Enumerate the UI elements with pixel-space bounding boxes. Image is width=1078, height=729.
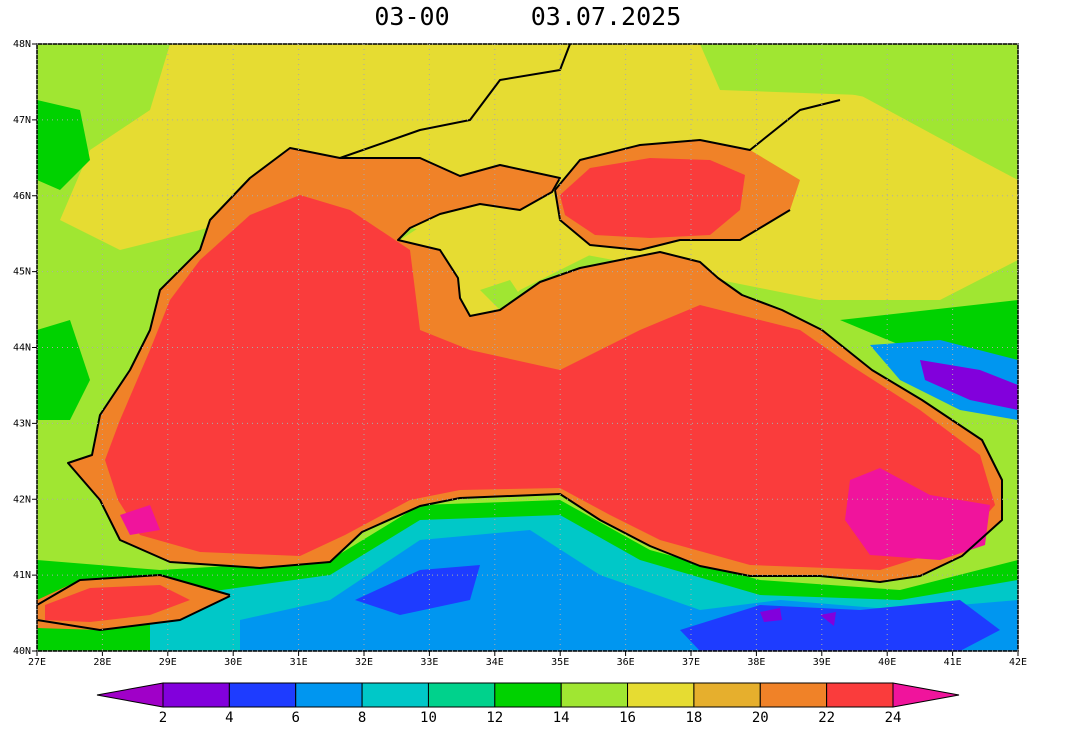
lat-tick-label: 42N: [13, 494, 31, 505]
lon-tick-label: 36E: [617, 657, 635, 668]
field-patch: [920, 360, 1018, 410]
colorbar: 2 4 6 8 10 12 14 16 18 20 22 24: [96, 682, 960, 726]
lat-tick-label: 41N: [13, 570, 31, 581]
colorbar-label: 10: [420, 710, 437, 726]
lat-tick-label: 46N: [13, 191, 31, 202]
colorbar-box: [693, 682, 761, 708]
lat-tick-label: 40N: [13, 646, 31, 657]
time-label: 03-00: [374, 2, 449, 31]
field-patch: [37, 100, 90, 190]
colorbar-arrow-low: [96, 682, 164, 708]
axes: 27E 28E 29E 30E 31E 32E 33E 34E 35E 36E 37E 38E 39E 4…: [13, 39, 1027, 668]
lat-tick-label: 44N: [13, 343, 31, 354]
colorbar-label: 14: [553, 710, 570, 726]
field-patch: [720, 44, 1018, 150]
sea-hot: [120, 468, 990, 560]
colorbar-box: [826, 682, 894, 708]
crimea: [400, 195, 600, 316]
colorbar-label: 20: [752, 710, 769, 726]
lon-tick-label: 38E: [747, 657, 765, 668]
lon-tick-label: 39E: [813, 657, 831, 668]
azov-core: [560, 158, 745, 238]
lon-tick-label: 33E: [420, 657, 438, 668]
lon-tick-label: 28E: [93, 657, 111, 668]
sea-core: [105, 195, 995, 570]
field-patch: [840, 300, 1018, 360]
lat-tick-label: 47N: [13, 115, 31, 126]
marmara-core: [45, 585, 190, 622]
field-patch: [37, 320, 90, 420]
colorbar-label: 4: [225, 710, 233, 726]
lat-tick-label: 48N: [13, 39, 31, 50]
lat-tick-label: 43N: [13, 418, 31, 429]
colorbar-box: [427, 682, 496, 708]
field-patch: [760, 608, 836, 626]
coastline: [339, 44, 571, 159]
coastline: [67, 147, 1003, 583]
lat-tick-label: 45N: [13, 267, 31, 278]
colorbar-box: [162, 682, 230, 708]
lon-tick-label: 29E: [159, 657, 177, 668]
lon-tick-label: 41E: [944, 657, 962, 668]
lon-tick-label: 37E: [682, 657, 700, 668]
lon-tick-label: 40E: [878, 657, 896, 668]
colorbar-label: 8: [358, 710, 366, 726]
colorbar-box: [361, 682, 429, 708]
colorbar-label: 16: [619, 710, 636, 726]
colorbar-label: 24: [885, 710, 902, 726]
lon-tick-label: 34E: [486, 657, 504, 668]
colorbar-label: 6: [292, 710, 300, 726]
colorbar-label: 22: [818, 710, 835, 726]
lon-tick-label: 27E: [28, 657, 46, 668]
colorbar-box: [494, 682, 562, 708]
coastline: [37, 574, 231, 631]
field-patch: [60, 44, 1018, 300]
colorbar-box: [228, 682, 297, 708]
lon-tick-label: 35E: [551, 657, 569, 668]
colorbar-box: [295, 682, 363, 708]
colorbar-box: [560, 682, 629, 708]
field-patch: [355, 565, 1000, 651]
lon-tick-label: 31E: [290, 657, 308, 668]
lon-tick-label: 30E: [224, 657, 242, 668]
lon-tick-label: 42E: [1009, 657, 1027, 668]
colorbar-label: 2: [159, 710, 167, 726]
colorbar-arrow-high: [892, 682, 960, 708]
temperature-field: [37, 44, 1018, 651]
lon-tick-label: 32E: [355, 657, 373, 668]
colorbar-box: [627, 682, 695, 708]
colorbar-label: 12: [486, 710, 503, 726]
date-label: 03.07.2025: [531, 2, 682, 31]
colorbar-label: 18: [685, 710, 702, 726]
colorbar-box: [759, 682, 828, 708]
